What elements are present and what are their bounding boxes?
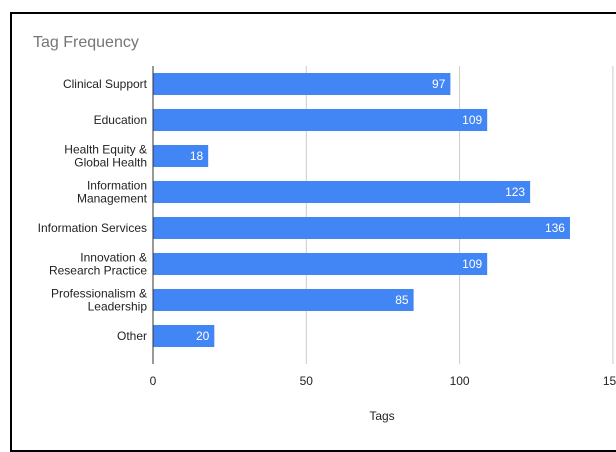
- category-label: Other: [117, 329, 147, 343]
- x-tick-label: 0: [150, 374, 157, 388]
- bar: [153, 325, 215, 347]
- bar: [153, 145, 209, 167]
- bar-value-label: 109: [462, 113, 482, 127]
- category-label: Information Services: [38, 221, 147, 235]
- bar: [153, 217, 570, 239]
- bar-value-label: 18: [190, 149, 204, 163]
- category-label: Health Equity & Global Health: [64, 143, 147, 170]
- x-axis-title: Tags: [369, 409, 394, 423]
- bar-value-label: 109: [462, 257, 482, 271]
- bar-value-label: 85: [395, 293, 409, 307]
- bar: [153, 253, 488, 275]
- x-tick-label: 100: [450, 374, 470, 388]
- bar: [153, 73, 451, 95]
- bar-value-label: 136: [545, 221, 565, 235]
- chart-title: Tag Frequency: [33, 34, 139, 51]
- x-tick-label: 50: [300, 374, 314, 388]
- bar: [153, 289, 414, 311]
- bar: [153, 109, 488, 131]
- category-label: Information Management: [77, 179, 148, 206]
- category-label: Innovation & Research Practice: [49, 251, 147, 278]
- bar: [153, 181, 531, 203]
- bar-value-label: 97: [432, 77, 446, 91]
- bar-value-label: 20: [196, 329, 210, 343]
- bar-value-label: 123: [505, 185, 525, 199]
- category-label: Clinical Support: [63, 77, 148, 91]
- x-tick-label: 150: [603, 374, 616, 388]
- category-label: Professionalism & Leadership: [51, 287, 147, 314]
- category-label: Education: [94, 113, 147, 127]
- bar-chart: 0 50 100 150 97 Clinical Support 109 Education 1…: [38, 66, 616, 423]
